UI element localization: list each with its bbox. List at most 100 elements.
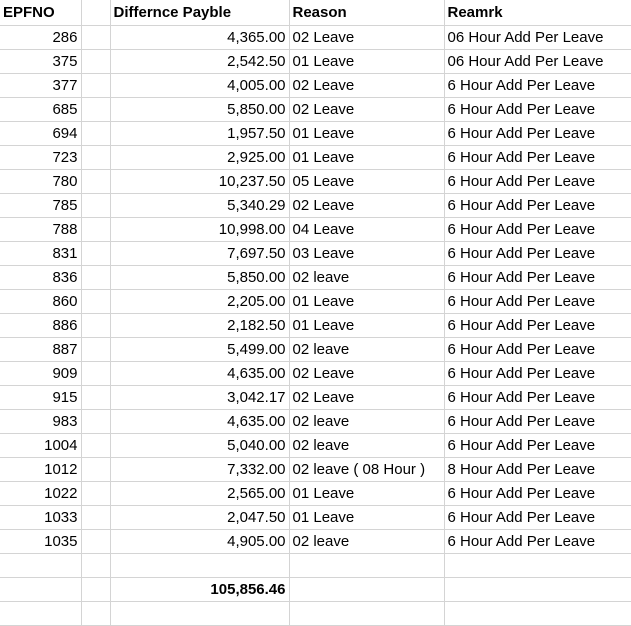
empty-cell[interactable] <box>81 385 111 410</box>
empty-cell[interactable] <box>0 601 82 626</box>
epfno-cell[interactable]: 780 <box>0 169 82 194</box>
reason-cell[interactable]: 01 Leave <box>289 121 445 146</box>
empty-cell[interactable] <box>81 457 111 482</box>
header-payable[interactable]: Differnce Payble <box>110 0 290 26</box>
payable-cell[interactable]: 2,925.00 <box>110 145 290 170</box>
payable-cell[interactable]: 7,332.00 <box>110 457 290 482</box>
reason-cell[interactable]: 02 leave <box>289 409 445 434</box>
reason-cell[interactable]: 02 leave <box>289 265 445 290</box>
epfno-cell[interactable]: 860 <box>0 289 82 314</box>
empty-cell[interactable] <box>81 553 111 578</box>
payable-cell[interactable]: 5,040.00 <box>110 433 290 458</box>
empty-cell[interactable] <box>81 265 111 290</box>
empty-cell[interactable] <box>81 577 111 602</box>
remark-cell[interactable]: 6 Hour Add Per Leave <box>444 409 631 434</box>
empty-cell[interactable] <box>110 601 290 626</box>
empty-cell[interactable] <box>81 481 111 506</box>
remark-cell[interactable]: 6 Hour Add Per Leave <box>444 529 631 554</box>
epfno-cell[interactable]: 1022 <box>0 481 82 506</box>
reason-cell[interactable]: 01 Leave <box>289 49 445 74</box>
epfno-cell[interactable]: 286 <box>0 25 82 50</box>
empty-cell[interactable] <box>81 433 111 458</box>
empty-cell[interactable] <box>81 145 111 170</box>
empty-cell[interactable] <box>0 553 82 578</box>
epfno-cell[interactable]: 1012 <box>0 457 82 482</box>
reason-cell[interactable]: 02 Leave <box>289 73 445 98</box>
empty-cell[interactable] <box>81 193 111 218</box>
epfno-cell[interactable]: 909 <box>0 361 82 386</box>
empty-cell[interactable] <box>81 97 111 122</box>
empty-cell[interactable] <box>289 553 445 578</box>
payable-cell[interactable]: 2,542.50 <box>110 49 290 74</box>
remark-cell[interactable]: 6 Hour Add Per Leave <box>444 217 631 242</box>
empty-cell[interactable] <box>81 313 111 338</box>
payable-cell[interactable]: 3,042.17 <box>110 385 290 410</box>
empty-cell[interactable] <box>81 409 111 434</box>
remark-cell[interactable]: 6 Hour Add Per Leave <box>444 289 631 314</box>
empty-cell[interactable] <box>81 0 111 26</box>
remark-cell[interactable]: 6 Hour Add Per Leave <box>444 97 631 122</box>
reason-cell[interactable]: 02 Leave <box>289 193 445 218</box>
reason-cell[interactable]: 02 leave <box>289 433 445 458</box>
header-epfno[interactable]: EPFNO <box>0 0 82 26</box>
remark-cell[interactable]: 6 Hour Add Per Leave <box>444 193 631 218</box>
epfno-cell[interactable]: 375 <box>0 49 82 74</box>
payable-cell[interactable]: 5,850.00 <box>110 97 290 122</box>
reason-cell[interactable]: 01 Leave <box>289 289 445 314</box>
reason-cell[interactable]: 02 Leave <box>289 385 445 410</box>
remark-cell[interactable]: 6 Hour Add Per Leave <box>444 241 631 266</box>
payable-cell[interactable]: 5,850.00 <box>110 265 290 290</box>
empty-cell[interactable] <box>289 577 445 602</box>
epfno-cell[interactable]: 1004 <box>0 433 82 458</box>
remark-cell[interactable]: 6 Hour Add Per Leave <box>444 169 631 194</box>
epfno-cell[interactable]: 887 <box>0 337 82 362</box>
empty-cell[interactable] <box>81 49 111 74</box>
epfno-cell[interactable]: 831 <box>0 241 82 266</box>
empty-cell[interactable] <box>444 553 631 578</box>
remark-cell[interactable]: 6 Hour Add Per Leave <box>444 265 631 290</box>
reason-cell[interactable]: 02 leave <box>289 529 445 554</box>
epfno-cell[interactable]: 785 <box>0 193 82 218</box>
payable-cell[interactable]: 2,205.00 <box>110 289 290 314</box>
empty-cell[interactable] <box>289 601 445 626</box>
payable-cell[interactable]: 2,565.00 <box>110 481 290 506</box>
payable-cell[interactable]: 5,499.00 <box>110 337 290 362</box>
remark-cell[interactable]: 6 Hour Add Per Leave <box>444 481 631 506</box>
epfno-cell[interactable]: 694 <box>0 121 82 146</box>
remark-cell[interactable]: 6 Hour Add Per Leave <box>444 433 631 458</box>
total-payable-cell[interactable]: 105,856.46 <box>110 577 290 602</box>
remark-cell[interactable]: 6 Hour Add Per Leave <box>444 385 631 410</box>
empty-cell[interactable] <box>444 577 631 602</box>
payable-cell[interactable]: 1,957.50 <box>110 121 290 146</box>
empty-cell[interactable] <box>81 361 111 386</box>
payable-cell[interactable]: 2,047.50 <box>110 505 290 530</box>
empty-cell[interactable] <box>81 529 111 554</box>
remark-cell[interactable]: 6 Hour Add Per Leave <box>444 73 631 98</box>
remark-cell[interactable]: 6 Hour Add Per Leave <box>444 337 631 362</box>
payable-cell[interactable]: 4,365.00 <box>110 25 290 50</box>
payable-cell[interactable]: 4,635.00 <box>110 361 290 386</box>
reason-cell[interactable]: 02 Leave <box>289 361 445 386</box>
reason-cell[interactable]: 02 leave <box>289 337 445 362</box>
empty-cell[interactable] <box>81 121 111 146</box>
epfno-cell[interactable]: 723 <box>0 145 82 170</box>
reason-cell[interactable]: 01 Leave <box>289 145 445 170</box>
payable-cell[interactable]: 4,635.00 <box>110 409 290 434</box>
epfno-cell[interactable]: 1033 <box>0 505 82 530</box>
remark-cell[interactable]: 06 Hour Add Per Leave <box>444 49 631 74</box>
empty-cell[interactable] <box>81 25 111 50</box>
empty-cell[interactable] <box>81 217 111 242</box>
payable-cell[interactable]: 5,340.29 <box>110 193 290 218</box>
remark-cell[interactable]: 8 Hour Add Per Leave <box>444 457 631 482</box>
remark-cell[interactable]: 6 Hour Add Per Leave <box>444 361 631 386</box>
payable-cell[interactable]: 10,237.50 <box>110 169 290 194</box>
epfno-cell[interactable]: 685 <box>0 97 82 122</box>
empty-cell[interactable] <box>81 241 111 266</box>
remark-cell[interactable]: 6 Hour Add Per Leave <box>444 313 631 338</box>
payable-cell[interactable]: 2,182.50 <box>110 313 290 338</box>
epfno-cell[interactable]: 915 <box>0 385 82 410</box>
header-reason[interactable]: Reason <box>289 0 445 26</box>
epfno-cell[interactable]: 377 <box>0 73 82 98</box>
empty-cell[interactable] <box>81 73 111 98</box>
empty-cell[interactable] <box>81 169 111 194</box>
